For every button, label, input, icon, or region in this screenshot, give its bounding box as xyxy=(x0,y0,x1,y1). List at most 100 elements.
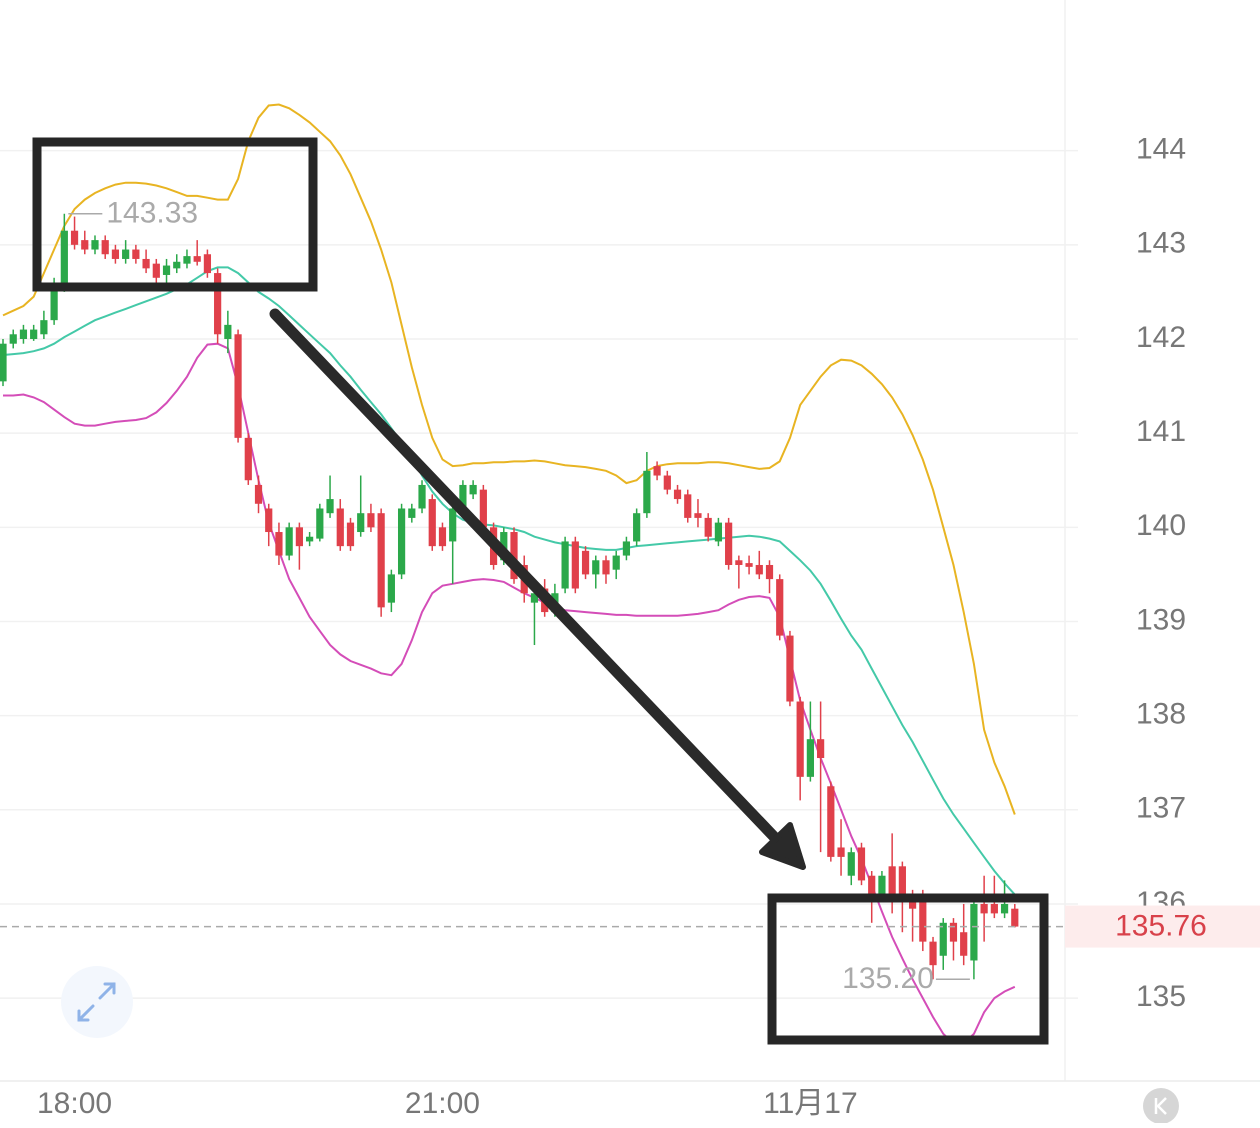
candle-body xyxy=(561,541,569,589)
candle-body xyxy=(1000,903,1009,914)
candle-body xyxy=(91,240,99,250)
candle-body xyxy=(377,513,385,608)
candle-body xyxy=(929,941,937,966)
candle-body xyxy=(796,701,804,777)
candle-body xyxy=(162,265,171,275)
candle-body xyxy=(919,894,927,942)
candle-body xyxy=(397,508,406,575)
candle-body xyxy=(316,508,324,539)
highlight-box xyxy=(767,893,1049,1045)
candle-body xyxy=(214,273,222,335)
candle-body xyxy=(81,240,89,250)
candle-body xyxy=(265,508,273,533)
candle-body xyxy=(193,256,201,262)
last-price-label: 135.76 xyxy=(1115,909,1207,942)
k-button[interactable] xyxy=(1143,1088,1179,1124)
candle-body xyxy=(571,541,579,589)
candle-body xyxy=(111,249,120,259)
candle-body xyxy=(806,739,814,777)
candle-body xyxy=(449,508,457,542)
candle-body xyxy=(898,866,906,895)
candle-body xyxy=(438,527,447,547)
candle-body xyxy=(60,230,68,283)
candle-body xyxy=(990,903,998,914)
candle-body xyxy=(837,847,845,857)
candle-body xyxy=(142,258,150,269)
candle-body xyxy=(622,541,631,556)
y-tick-label: 135 xyxy=(1136,980,1186,1013)
candle-body xyxy=(633,513,641,542)
k-icon xyxy=(1154,1097,1167,1115)
y-tick-label: 141 xyxy=(1136,415,1186,448)
candle-body xyxy=(428,499,436,547)
candle-body xyxy=(510,532,518,580)
bollinger-band xyxy=(2,266,1016,896)
candle-body xyxy=(653,466,661,476)
candle-body xyxy=(459,484,467,509)
candle-body xyxy=(326,499,334,514)
candle-body xyxy=(888,866,896,895)
annotation-overlay xyxy=(32,137,1049,1045)
candle-body xyxy=(70,230,79,245)
candle-body xyxy=(336,508,344,547)
candle-body xyxy=(387,574,395,603)
candle-body xyxy=(479,489,487,528)
candle-body xyxy=(101,240,109,255)
candle-body xyxy=(530,593,539,603)
candle-body xyxy=(173,261,181,269)
candle-body xyxy=(0,343,7,382)
candle-body xyxy=(254,484,263,504)
candle-body xyxy=(40,320,48,335)
chart-base xyxy=(0,0,1260,1082)
candle-body xyxy=(612,555,620,570)
candle-body xyxy=(602,560,610,575)
expand-icon xyxy=(77,982,116,1022)
candle-body xyxy=(673,489,682,500)
candle-body xyxy=(9,334,17,344)
x-tick-label: 18:00 xyxy=(37,1087,112,1120)
candle-body xyxy=(346,522,355,547)
x-tick-label: 11月17 xyxy=(763,1087,858,1120)
candle-body xyxy=(306,536,314,542)
expand-button[interactable] xyxy=(61,966,133,1038)
candle-body xyxy=(418,484,426,509)
candle-body xyxy=(847,852,855,876)
candle-body xyxy=(980,903,988,914)
candle-body xyxy=(857,847,866,881)
candle-body xyxy=(592,560,600,575)
candle-body xyxy=(234,334,242,438)
bollinger-band xyxy=(2,103,1016,815)
candle-body xyxy=(30,329,38,339)
candle-body xyxy=(183,256,191,264)
candle-body xyxy=(1011,908,1019,927)
candle-body xyxy=(755,564,763,575)
expand-bg xyxy=(61,966,133,1038)
candle-body xyxy=(704,517,712,537)
candle-body xyxy=(224,324,232,339)
candle-body xyxy=(469,484,477,495)
candle-body xyxy=(132,249,140,259)
candle-body xyxy=(827,786,835,857)
candle-body xyxy=(970,903,978,961)
min-label: 135.20 xyxy=(842,962,934,995)
y-tick-label: 138 xyxy=(1136,698,1186,731)
k-bg xyxy=(1143,1088,1179,1124)
candle-body xyxy=(581,550,590,575)
candle-body xyxy=(122,249,130,259)
candle-body xyxy=(357,513,365,533)
candle-body xyxy=(275,532,283,556)
trend-arrow xyxy=(269,308,786,849)
x-tick-label: 21:00 xyxy=(405,1087,480,1120)
candle-body xyxy=(285,527,293,556)
candle-body xyxy=(949,922,958,942)
candle-body xyxy=(745,563,753,567)
bollinger-band xyxy=(3,342,1016,1045)
trend-arrowhead xyxy=(759,822,806,870)
candle-body xyxy=(765,564,774,580)
candle-body xyxy=(643,470,651,514)
y-tick-label: 139 xyxy=(1136,603,1186,636)
candle-body xyxy=(939,922,947,956)
max-label: 143.33 xyxy=(106,197,198,230)
